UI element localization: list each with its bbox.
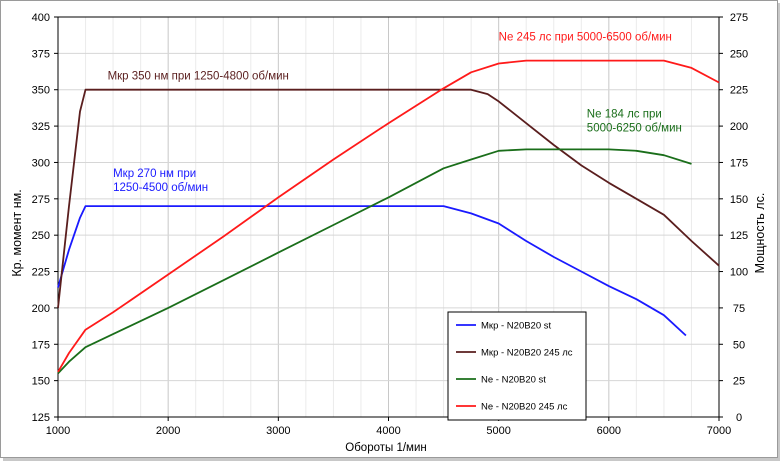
x-tick-label: 2000 [156, 425, 180, 437]
annotation-text: 5000-6250 об/мин [587, 122, 682, 134]
annotation-text: Мкр 350 нм при 1250-4800 об/мин [108, 71, 289, 83]
right-tick-label: 0 [736, 412, 742, 424]
legend-label-3: Ne - N20B20 st [481, 375, 546, 386]
right-tick-label: 125 [730, 230, 748, 242]
right-tick-label: 175 [730, 157, 748, 169]
right-tick-label: 275 [730, 12, 748, 24]
legend-box [447, 311, 587, 421]
left-axis-ticks: 125 150 175 200 225 250 275 300 325 350 375 400 [32, 12, 58, 424]
left-tick-label: 150 [32, 376, 50, 388]
right-axis-label: Мощность лс. [753, 193, 767, 274]
right-axis-ticks: 0 25 50 75 100 125 150 175 200 225 250 275 [719, 12, 748, 424]
x-tick-label: 3000 [266, 425, 290, 437]
series-line-1 [57, 205, 687, 337]
x-tick-label: 4000 [376, 425, 400, 437]
x-axis-label: Обороты 1/мин [345, 442, 426, 454]
series-lines [57, 59, 720, 375]
annotation-text: 1250-4500 об/мин [113, 182, 208, 194]
left-tick-label: 175 [32, 339, 50, 351]
series-line-3 [57, 148, 692, 375]
annotation-text: Ne 245 лс при 5000-6500 об/мин [499, 31, 672, 43]
left-tick-label: 350 [32, 85, 50, 97]
left-tick-label: 225 [32, 267, 50, 279]
left-tick-label: 275 [32, 194, 50, 206]
left-tick-label: 250 [32, 230, 50, 242]
annotation-text: Ne 184 лс при [587, 108, 662, 120]
annotations: Мкр 350 нм при 1250-4800 об/мин Мкр 270 н… [108, 31, 682, 194]
right-tick-label: 150 [730, 194, 748, 206]
right-tick-label: 75 [733, 303, 745, 315]
series-line-4 [57, 59, 720, 373]
x-tick-label: 6000 [597, 425, 621, 437]
right-tick-label: 250 [730, 48, 748, 60]
right-tick-label: 100 [730, 267, 748, 279]
left-tick-label: 375 [32, 48, 50, 60]
right-tick-label: 50 [733, 339, 745, 351]
left-axis-label: Кр. момент нм. [10, 189, 24, 276]
left-tick-label: 400 [32, 12, 50, 24]
legend-label-2: Мкр - N20B20 245 лс [481, 348, 573, 359]
x-tick-label: 7000 [707, 425, 731, 437]
x-tick-label: 1000 [46, 425, 70, 437]
x-axis-ticks: 1000 2000 3000 4000 5000 6000 7000 [46, 417, 731, 437]
left-tick-label: 125 [32, 412, 50, 424]
legend: Мкр - N20B20 st Мкр - N20B20 245 лс Ne - N… [447, 311, 587, 421]
right-tick-label: 225 [730, 85, 748, 97]
legend-label-1: Мкр - N20B20 st [481, 321, 552, 332]
x-tick-label: 5000 [486, 425, 510, 437]
legend-label-4: Ne - N20B20 245 лс [481, 402, 568, 413]
left-tick-label: 300 [32, 157, 50, 169]
series-line-2 [57, 88, 720, 308]
left-tick-label: 325 [32, 121, 50, 133]
annotation-text: Мкр 270 нм при [113, 168, 196, 180]
right-tick-label: 25 [733, 376, 745, 388]
left-tick-label: 200 [32, 303, 50, 315]
right-tick-label: 200 [730, 121, 748, 133]
